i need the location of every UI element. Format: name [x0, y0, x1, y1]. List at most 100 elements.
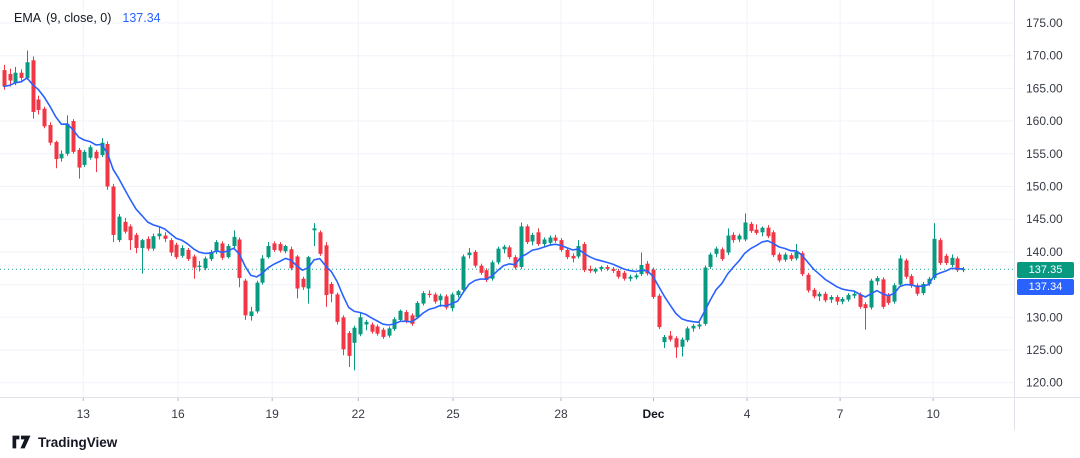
candle[interactable]: [634, 273, 639, 280]
candle[interactable]: [347, 331, 352, 368]
candle[interactable]: [817, 291, 822, 301]
candle[interactable]: [163, 232, 168, 243]
price-axis[interactable]: 175.00 170.00 165.00 160.00 155.00 150.00 145.…: [1026, 16, 1063, 390]
candle[interactable]: [708, 252, 713, 269]
candle[interactable]: [65, 115, 70, 156]
candle[interactable]: [410, 313, 415, 326]
candle[interactable]: [301, 276, 306, 290]
candle[interactable]: [427, 290, 432, 298]
candle[interactable]: [519, 222, 524, 269]
candle[interactable]: [622, 270, 627, 281]
candle[interactable]: [863, 302, 868, 330]
candle[interactable]: [134, 232, 139, 254]
candle[interactable]: [19, 69, 24, 81]
candle[interactable]: [105, 141, 110, 190]
candle[interactable]: [59, 150, 64, 162]
candle[interactable]: [743, 213, 748, 242]
candle[interactable]: [915, 283, 920, 296]
candle[interactable]: [898, 255, 903, 287]
candle[interactable]: [232, 230, 237, 248]
candle[interactable]: [565, 247, 570, 260]
candle[interactable]: [117, 213, 122, 243]
candle[interactable]: [387, 326, 392, 338]
candle[interactable]: [703, 265, 708, 326]
candle[interactable]: [364, 319, 369, 331]
candle[interactable]: [668, 331, 673, 342]
candle[interactable]: [571, 253, 576, 263]
candle[interactable]: [278, 242, 283, 253]
candle[interactable]: [852, 291, 857, 299]
candle[interactable]: [375, 324, 380, 336]
candle[interactable]: [433, 292, 438, 304]
indicator-legend[interactable]: EMA (9, close, 0) 137.34: [14, 11, 161, 25]
candle[interactable]: [611, 266, 616, 273]
candle[interactable]: [593, 267, 598, 274]
candle[interactable]: [548, 235, 553, 246]
candle[interactable]: [461, 254, 466, 292]
candle[interactable]: [553, 234, 558, 243]
candle[interactable]: [180, 245, 185, 258]
candle[interactable]: [513, 255, 518, 270]
candle[interactable]: [794, 244, 799, 261]
candle[interactable]: [473, 249, 478, 268]
candle[interactable]: [8, 68, 13, 87]
candle[interactable]: [846, 293, 851, 302]
candle[interactable]: [151, 233, 156, 251]
candle[interactable]: [938, 238, 943, 265]
candle[interactable]: [944, 253, 949, 265]
candle[interactable]: [881, 277, 886, 309]
candle[interactable]: [260, 255, 265, 285]
candle[interactable]: [651, 267, 656, 299]
candle[interactable]: [421, 291, 426, 306]
candle[interactable]: [36, 95, 41, 115]
candle[interactable]: [415, 300, 420, 319]
time-axis[interactable]: 13 16 19 22 25 28 Dec 4 7 10: [77, 407, 941, 421]
candle[interactable]: [714, 246, 719, 258]
candle[interactable]: [140, 238, 145, 274]
candle[interactable]: [295, 255, 300, 299]
candle[interactable]: [169, 238, 174, 256]
candle[interactable]: [186, 247, 191, 262]
candle[interactable]: [352, 325, 357, 371]
candle[interactable]: [71, 119, 76, 154]
candle[interactable]: [77, 147, 82, 179]
candle[interactable]: [220, 241, 225, 260]
candle[interactable]: [100, 138, 105, 158]
candle[interactable]: [950, 254, 955, 267]
candle[interactable]: [812, 287, 817, 299]
candle[interactable]: [760, 226, 765, 237]
candle[interactable]: [266, 242, 271, 259]
candle[interactable]: [456, 289, 461, 298]
candle[interactable]: [479, 263, 484, 275]
candle[interactable]: [249, 306, 254, 321]
candle[interactable]: [54, 140, 59, 169]
candle[interactable]: [25, 50, 30, 80]
candle[interactable]: [306, 255, 311, 304]
candle[interactable]: [318, 230, 323, 256]
candle[interactable]: [312, 223, 317, 247]
candle[interactable]: [588, 265, 593, 273]
candle[interactable]: [840, 297, 845, 305]
candle[interactable]: [749, 221, 754, 233]
candle[interactable]: [680, 337, 685, 357]
candle[interactable]: [789, 253, 794, 262]
candle[interactable]: [146, 236, 151, 251]
candle[interactable]: [754, 224, 759, 235]
candle[interactable]: [628, 274, 633, 282]
candle[interactable]: [450, 292, 455, 312]
candle[interactable]: [289, 246, 294, 271]
candle[interactable]: [283, 244, 288, 254]
candle[interactable]: [123, 217, 128, 234]
candle[interactable]: [94, 149, 99, 173]
candle[interactable]: [467, 247, 472, 259]
candle[interactable]: [657, 293, 662, 330]
candle[interactable]: [197, 261, 202, 272]
candle[interactable]: [82, 149, 87, 167]
candle[interactable]: [341, 315, 346, 356]
candle[interactable]: [662, 334, 667, 349]
candle[interactable]: [829, 295, 834, 303]
candle[interactable]: [639, 252, 644, 277]
candle[interactable]: [737, 233, 742, 243]
candle[interactable]: [823, 291, 828, 303]
